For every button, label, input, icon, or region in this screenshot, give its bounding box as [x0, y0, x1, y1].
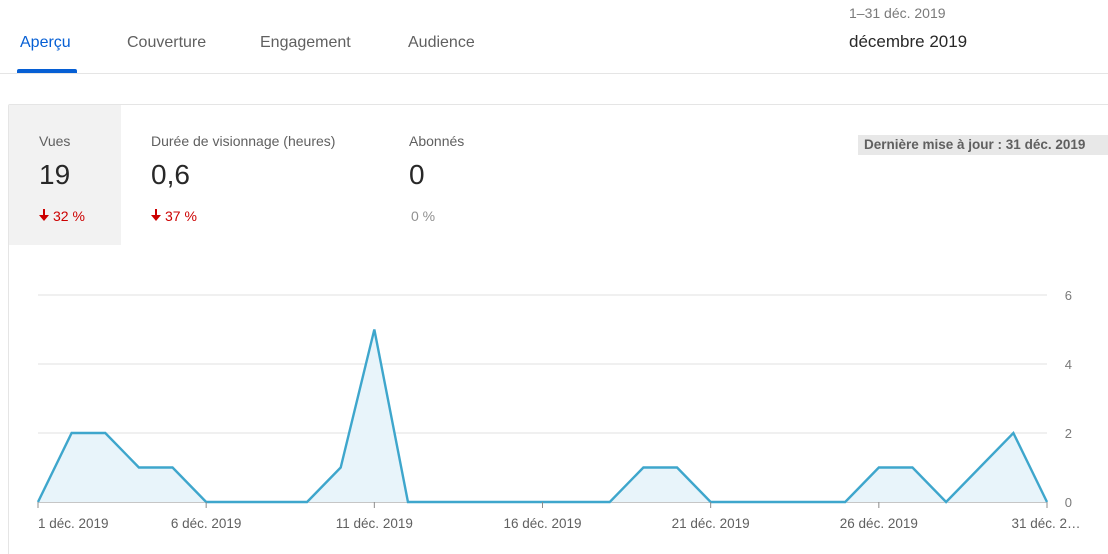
tab-audience[interactable]: Audience: [408, 34, 475, 51]
metric-watch-time[interactable]: Durée de visionnage (heures) 0,6 37 %: [121, 105, 361, 245]
metric-subscribers[interactable]: Abonnés 0 0 %: [379, 105, 539, 245]
period-selector[interactable]: décembre 2019: [849, 32, 968, 51]
metric-views-label: Vues: [39, 133, 71, 149]
last-update-badge: Dernière mise à jour : 31 déc. 2019: [858, 135, 1108, 155]
metric-subscribers-label: Abonnés: [409, 133, 465, 149]
metric-views-delta-text: 32 %: [53, 208, 85, 224]
metric-watch-time-delta-text: 37 %: [165, 208, 197, 224]
metric-subscribers-delta: 0 %: [411, 208, 436, 224]
overview-card: Vues 19 32 % Durée de visionnage (heures…: [8, 104, 1108, 554]
tab-couverture[interactable]: Couverture: [127, 34, 207, 51]
metric-subscribers-value: 0: [409, 159, 425, 190]
period-range[interactable]: 1–31 déc. 2019: [849, 5, 946, 21]
metric-views-delta: 32 %: [39, 208, 85, 224]
metric-watch-time-value: 0,6: [151, 159, 190, 190]
tab-apercu[interactable]: Aperçu: [20, 34, 71, 51]
arrow-down-icon: [39, 208, 49, 224]
tab-engagement[interactable]: Engagement: [260, 34, 351, 51]
metric-views[interactable]: Vues 19 32 %: [9, 105, 121, 245]
metric-watch-time-label: Durée de visionnage (heures): [151, 133, 336, 149]
arrow-down-icon: [151, 208, 161, 224]
tab-bar: Aperçu Couverture Engagement Audience 1–…: [0, 0, 1108, 74]
active-tab-indicator: [17, 69, 77, 73]
metric-watch-time-delta: 37 %: [151, 208, 197, 224]
metric-views-value: 19: [39, 159, 71, 190]
